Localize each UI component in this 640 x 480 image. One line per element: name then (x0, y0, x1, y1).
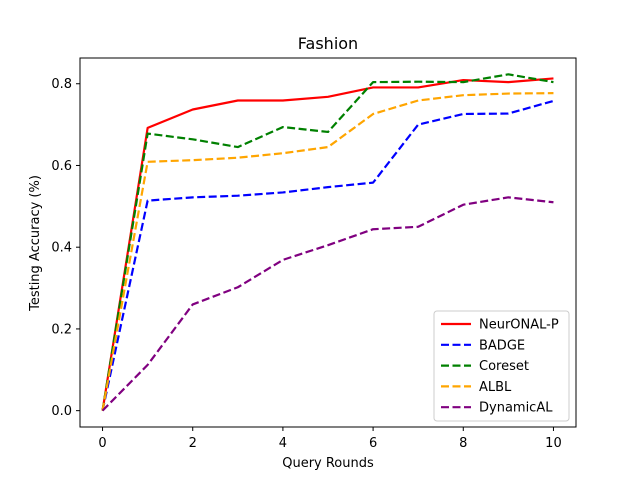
series-line-coreset (101, 73, 554, 411)
plot-area (101, 73, 554, 412)
chart-title: Fashion (298, 34, 358, 53)
plot-frame (79, 57, 577, 428)
x-tick-label: 4 (279, 436, 287, 451)
x-axis: 0 2 4 6 8 10 (98, 427, 562, 451)
legend-label-badge: BADGE (479, 338, 525, 353)
y-tick-label: 0.0 (51, 404, 72, 419)
legend-label-coreset: Coreset (479, 359, 529, 374)
y-tick-label: 0.8 (51, 77, 72, 92)
series-line-neuronal-p (101, 77, 554, 411)
legend-box (433, 310, 570, 422)
legend: NeurONAL-P BADGE Coreset ALBL DynamicAL (433, 310, 570, 422)
y-tick-label: 0.4 (51, 241, 72, 256)
y-axis-label: Testing Accuracy (%) (28, 175, 43, 312)
x-tick-label: 6 (369, 436, 377, 451)
series-line-dynamical (101, 196, 554, 412)
legend-label-albl: ALBL (479, 380, 512, 395)
series-line-badge (101, 99, 554, 411)
x-tick-label: 8 (459, 436, 467, 451)
x-tick-label: 0 (98, 436, 106, 451)
series-line-albl (101, 92, 554, 411)
x-axis-label: Query Rounds (282, 456, 374, 471)
legend-label-dynamical: DynamicAL (479, 401, 553, 416)
x-tick-label: 2 (189, 436, 197, 451)
y-tick-label: 0.2 (51, 322, 72, 337)
y-tick-label: 0.6 (51, 159, 72, 174)
x-tick-label: 10 (545, 436, 562, 451)
legend-label-neuronal-p: NeurONAL-P (479, 318, 559, 333)
y-axis: 0.0 0.2 0.4 0.6 0.8 (51, 77, 80, 419)
